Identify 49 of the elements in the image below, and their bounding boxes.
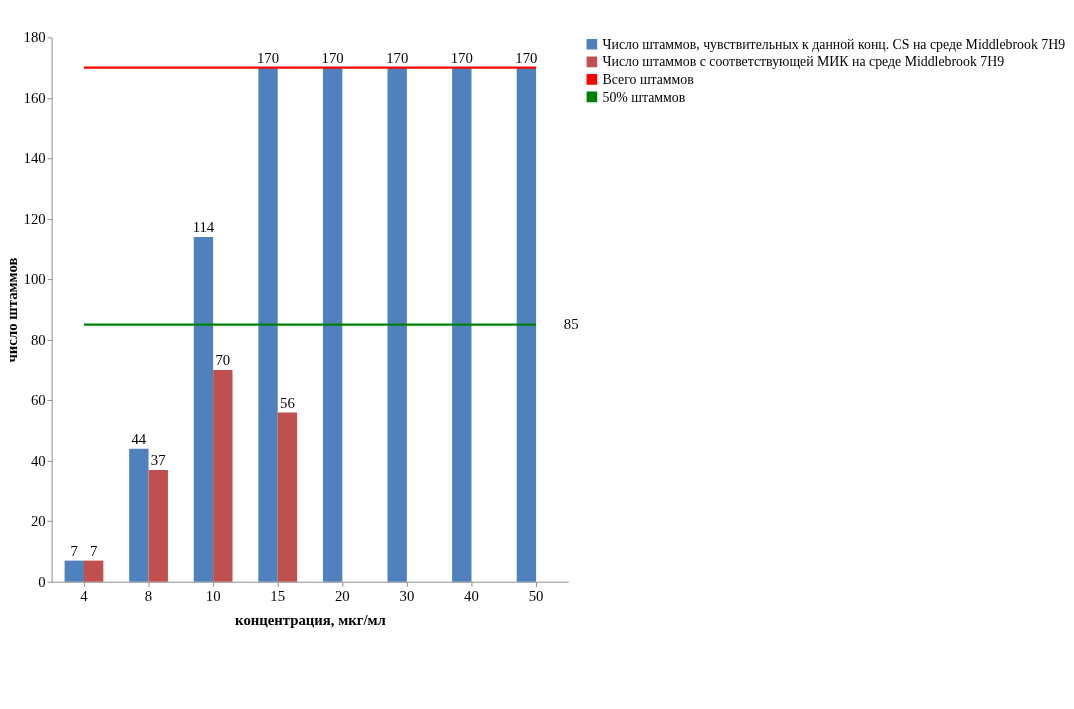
data-label: 56 [280,394,295,411]
y-tick-label: 20 [30,513,46,530]
data-label: 7 [89,542,98,559]
x-tick-label: 10 [205,587,221,604]
x-tick-label: 4 [80,587,89,604]
bar [193,237,214,582]
data-label: 170 [256,50,280,67]
data-label: 170 [386,50,409,67]
legend-label: Число штаммов, чувствительных к данной конц. CS на среде Middlebrook 7H9 [602,36,1066,52]
x-tick-label: 20 [334,587,350,604]
y-tick-label: 0 [38,573,46,590]
y-tick-label: 140 [23,150,46,167]
bar [387,67,407,582]
legend-label: 50% штаммов [602,89,686,105]
y-tick-label: 160 [23,89,46,106]
data-label: 44 [131,431,147,448]
bar [83,560,104,582]
data-label: 170 [321,50,344,67]
data-label: 7 [70,542,78,559]
y-tick-label: 180 [23,29,46,46]
data-label: 37 [150,452,166,469]
x-tick-label: 40 [464,587,479,604]
bar [452,67,472,582]
y-axis-title: число штаммов [4,257,21,363]
data-label: 70 [215,352,231,369]
bar [129,448,149,582]
data-label: 114 [192,219,215,236]
bar [516,67,537,582]
bar [258,67,278,582]
x-tick-label: 8 [144,587,153,604]
x-tick-label: 30 [399,587,415,604]
x-tick-label: 15 [270,587,286,604]
y-tick-label: 100 [23,271,46,288]
bar [148,469,168,582]
data-label: 85 [563,316,579,333]
y-tick-label: 120 [23,210,46,227]
bar [213,370,233,582]
y-tick-label: 80 [30,331,46,348]
data-label: 170 [450,50,473,67]
y-tick-label: 40 [30,452,46,469]
bar [277,412,298,582]
legend-label: Число штаммов с соответствующей МИК на среде Middlebrook 7H9 [602,54,1005,70]
legend-label: Всего штаммов [602,71,695,87]
bar [64,560,84,582]
x-tick-label: 50 [528,587,544,604]
x-axis-title: концентрация, мкг/мл [235,611,386,628]
y-tick-label: 60 [30,392,46,409]
data-label: 170 [515,50,538,67]
bar [322,67,343,582]
